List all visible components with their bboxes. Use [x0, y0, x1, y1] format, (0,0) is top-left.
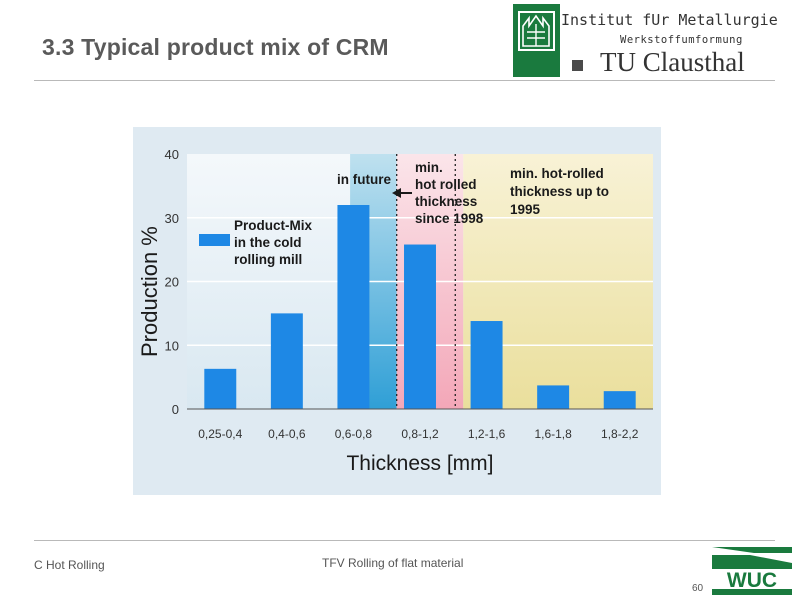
annotation-1998-line-2: hot rolled	[415, 177, 477, 192]
y-tick-label: 0	[172, 402, 179, 417]
annotation-1995-line-1: min. hot-rolled	[510, 166, 604, 181]
bar-0,8-1,2	[404, 244, 436, 409]
annotation-1998-line-4: since 1998	[415, 211, 484, 226]
institute-name: Institut fUr Metallurgie	[561, 11, 778, 29]
university-name: TU Clausthal	[600, 47, 745, 77]
bar-1,6-1,8	[537, 385, 570, 409]
wuc-logo: WUC	[712, 547, 792, 595]
bar-1,2-1,6	[470, 321, 503, 409]
bar-0,25-0,4	[204, 368, 237, 409]
footer-course-title: TFV Rolling of flat material	[322, 556, 464, 570]
legend-line-2: in the cold	[234, 235, 302, 250]
bar-0,6-0,8	[337, 205, 370, 409]
x-tick-label: 1,6-1,8	[534, 427, 572, 441]
annotation-1998-line-3: thickness	[415, 194, 477, 209]
university-mark-square	[572, 60, 583, 71]
header-divider	[34, 80, 775, 81]
product-mix-chart: 0 10 20 30 40 0,25-0,4 0,4-0,6 0,6-0,8 0,8-1,2 1…	[133, 127, 661, 495]
bars-group	[204, 205, 636, 409]
annotation-1998-line-1: min.	[415, 160, 443, 175]
y-tick-label: 30	[165, 211, 179, 226]
x-tick-labels: 0,25-0,4 0,4-0,6 0,6-0,8 0,8-1,2 1,2-1,6 1,6-…	[198, 427, 638, 441]
y-tick-label: 10	[165, 338, 179, 353]
legend-swatch	[199, 234, 230, 246]
footer-divider	[34, 540, 775, 541]
wuc-logo-text: WUC	[727, 569, 777, 592]
x-axis-label: Thickness [mm]	[346, 452, 493, 475]
y-tick-labels: 0 10 20 30 40	[165, 147, 179, 417]
footer-section-label: C Hot Rolling	[34, 558, 105, 572]
legend-line-3: rolling mill	[234, 252, 302, 267]
y-axis-label: Production %	[137, 226, 162, 357]
x-tick-label: 1,2-1,6	[468, 427, 506, 441]
institute-subtitle: Werkstoffumformung	[620, 34, 743, 46]
x-tick-label: 1,8-2,2	[601, 427, 639, 441]
x-tick-label: 0,6-0,8	[335, 427, 373, 441]
y-tick-label: 40	[165, 147, 179, 162]
annotation-1995-line-2: thickness up to	[510, 184, 609, 199]
x-tick-label: 0,25-0,4	[198, 427, 242, 441]
annotation-in-future: in future	[337, 172, 391, 187]
bar-1,8-2,2	[603, 391, 636, 409]
annotation-1995-line-3: 1995	[510, 202, 541, 217]
bar-0,4-0,6	[270, 313, 303, 409]
page-number: 60	[692, 583, 704, 594]
x-tick-label: 0,8-1,2	[401, 427, 439, 441]
x-tick-label: 0,4-0,6	[268, 427, 306, 441]
y-tick-label: 20	[165, 275, 179, 290]
slide-title: 3.3 Typical product mix of CRM	[42, 34, 389, 60]
legend-line-1: Product-Mix	[234, 218, 312, 233]
arrow-left-icon	[392, 188, 401, 198]
university-crest-logo	[513, 4, 560, 77]
